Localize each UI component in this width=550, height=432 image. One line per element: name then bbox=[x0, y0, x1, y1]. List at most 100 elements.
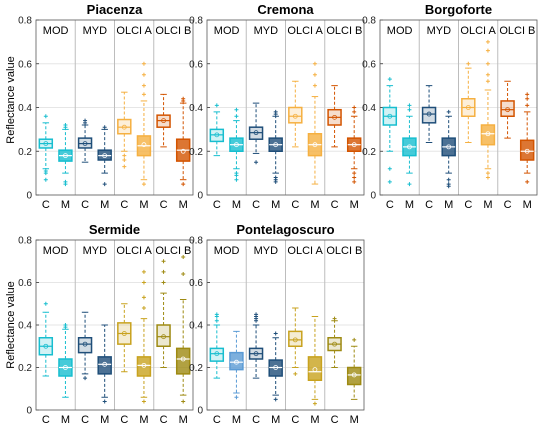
mean-marker bbox=[214, 132, 220, 138]
outlier-point bbox=[312, 401, 317, 406]
box-iqr bbox=[288, 106, 303, 124]
x-tick-label: M bbox=[179, 414, 188, 426]
mean-marker bbox=[180, 356, 186, 362]
box-myd-c bbox=[248, 312, 264, 379]
outlier-point bbox=[332, 316, 337, 321]
y-tick-label: 0.6 bbox=[189, 278, 203, 289]
box-olci-b-m bbox=[175, 96, 191, 187]
box-mod-c bbox=[209, 103, 225, 157]
mean-marker bbox=[253, 351, 259, 357]
outlier-point bbox=[407, 182, 412, 187]
mean-marker bbox=[214, 351, 220, 357]
y-tick-label: 0.4 bbox=[189, 103, 203, 114]
box-olci-b-m bbox=[175, 255, 191, 404]
x-tick-label: C bbox=[425, 199, 433, 211]
mean-marker bbox=[292, 337, 298, 343]
box-olci-b-m bbox=[346, 105, 362, 184]
y-tick-label: 0 bbox=[26, 191, 32, 202]
mean-marker bbox=[312, 367, 318, 373]
x-tick-label: M bbox=[61, 414, 70, 426]
outlier-point bbox=[214, 312, 219, 317]
group-label: OLCI B bbox=[499, 25, 535, 37]
y-tick-label: 0.6 bbox=[18, 59, 32, 70]
plot-frame bbox=[35, 19, 194, 196]
mean-marker bbox=[161, 118, 166, 124]
box-iqr bbox=[97, 356, 112, 375]
outlier-point bbox=[141, 72, 146, 77]
outlier-point bbox=[273, 109, 278, 114]
panel-title: Piacenza bbox=[87, 2, 143, 17]
x-tick-label: C bbox=[81, 199, 89, 211]
outlier-point bbox=[254, 312, 259, 317]
outlier-point bbox=[312, 83, 317, 88]
outlier-point bbox=[181, 272, 186, 276]
box-iqr bbox=[346, 366, 362, 386]
mean-marker bbox=[465, 105, 471, 110]
group-label: MOD bbox=[43, 245, 69, 257]
outlier-point bbox=[525, 103, 530, 108]
y-tick-label: 0.8 bbox=[189, 16, 203, 27]
outlier-point bbox=[352, 337, 357, 342]
y-tick-label: 0.2 bbox=[189, 363, 203, 374]
x-tick-label: M bbox=[232, 414, 241, 426]
y-axis-label-top: Reflectance value bbox=[5, 56, 17, 143]
x-tick-label: C bbox=[42, 414, 50, 426]
box-olci-b-c bbox=[327, 85, 342, 148]
outlier-point bbox=[214, 318, 219, 323]
outlier-point bbox=[122, 153, 127, 158]
x-tick-label: M bbox=[271, 199, 280, 211]
box-olci-a-m bbox=[307, 61, 323, 185]
mean-marker bbox=[43, 343, 49, 349]
group-label: MOD bbox=[43, 25, 69, 37]
group-label: MYD bbox=[83, 245, 108, 257]
outlier-point bbox=[407, 103, 412, 108]
mean-marker bbox=[485, 131, 491, 137]
outlier-point bbox=[387, 179, 392, 184]
outlier-point bbox=[43, 114, 48, 119]
x-tick-label: C bbox=[213, 199, 221, 211]
outlier-point bbox=[407, 107, 412, 112]
panel-title: Cremona bbox=[257, 2, 314, 17]
x-tick-label: C bbox=[120, 199, 128, 211]
box-olci-b-m bbox=[346, 337, 362, 400]
box-mod-m bbox=[58, 323, 73, 398]
mean-marker bbox=[43, 141, 49, 146]
outlier-point bbox=[181, 96, 186, 101]
outlier-point bbox=[446, 109, 451, 114]
box-myd-c bbox=[77, 118, 93, 163]
outlier-point bbox=[466, 61, 471, 66]
mean-marker bbox=[446, 144, 452, 150]
box-iqr bbox=[288, 330, 303, 347]
y-tick-label: 0.8 bbox=[362, 16, 376, 27]
box-mod-m bbox=[58, 123, 73, 187]
outlier-point bbox=[273, 175, 278, 180]
box-iqr bbox=[519, 139, 535, 161]
box-myd-m bbox=[97, 125, 112, 187]
x-tick-label: C bbox=[386, 199, 394, 211]
x-tick-label: C bbox=[291, 199, 299, 211]
mean-marker bbox=[82, 341, 88, 347]
x-tick-label: M bbox=[100, 199, 109, 211]
y-axis-label-bottom: Reflectance value bbox=[5, 281, 17, 368]
group-label: MYD bbox=[427, 25, 452, 37]
outlier-point bbox=[161, 259, 166, 264]
outlier-point bbox=[293, 371, 298, 376]
outlier-point bbox=[141, 83, 146, 88]
outlier-point bbox=[83, 118, 88, 123]
outlier-point bbox=[161, 280, 166, 285]
y-tick-label: 0.8 bbox=[18, 236, 32, 247]
x-tick-label: M bbox=[61, 199, 70, 211]
y-tick-label: 0 bbox=[370, 191, 376, 202]
group-label: OLCI B bbox=[326, 245, 362, 257]
box-olci-a-m bbox=[480, 39, 496, 180]
x-tick-label: M bbox=[139, 199, 148, 211]
box-myd-c bbox=[421, 85, 437, 143]
x-tick-label: C bbox=[331, 199, 339, 211]
box-olci-a-m bbox=[307, 316, 323, 406]
box-myd-m bbox=[268, 331, 283, 402]
box-olci-a-m bbox=[136, 61, 152, 187]
box-iqr bbox=[307, 356, 323, 381]
outlier-point bbox=[141, 399, 146, 404]
